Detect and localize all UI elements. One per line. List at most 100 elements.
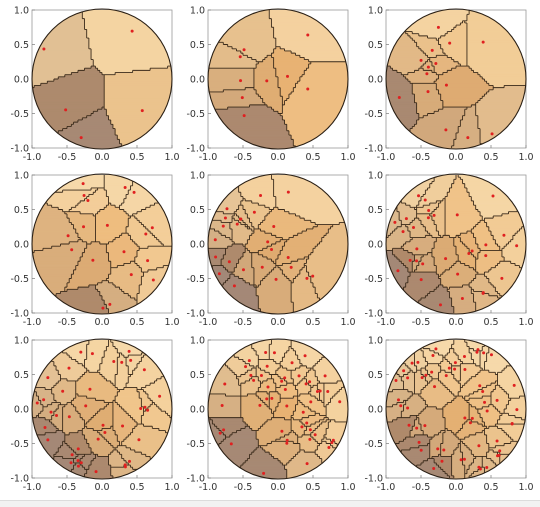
- voronoi-cell-segment: [462, 20, 466, 24]
- voronoi-cell-segment: [77, 378, 107, 382]
- voronoi-cell-segment: [323, 235, 348, 238]
- voronoi-cell-segment: [32, 372, 59, 375]
- voronoi-cell-segment: [40, 400, 57, 403]
- voronoi-cell-segment: [126, 194, 172, 197]
- voronoi-cell-segment: [275, 383, 288, 386]
- voronoi-cell-segment: [208, 237, 231, 241]
- voronoi-cell-segment: [304, 432, 312, 436]
- voronoi-cell-segment: [399, 259, 415, 262]
- voronoi-cell-segment: [386, 55, 428, 58]
- voronoi-cell-segment: [512, 235, 526, 238]
- voronoi-cell-segment: [315, 363, 348, 367]
- voronoi-cell-segment: [104, 400, 114, 403]
- voronoi-cell-segment: [423, 194, 448, 197]
- data-point: [67, 366, 71, 370]
- voronoi-cell-segment: [295, 385, 312, 388]
- voronoi-cell-segment: [225, 252, 244, 256]
- voronoi-cell-segment: [480, 211, 509, 215]
- voronoi-cell-segment: [386, 81, 411, 84]
- voronoi-cell-segment: [486, 91, 526, 95]
- voronoi-cell-segment: [256, 368, 261, 371]
- voronoi-cell-segment: [440, 445, 459, 449]
- voronoi-cell-segment: [321, 304, 348, 307]
- voronoi-cell-segment: [271, 20, 348, 24]
- voronoi-cell-segment: [40, 83, 105, 86]
- voronoi-cell-segment: [456, 66, 470, 69]
- voronoi-cell-segment: [317, 447, 338, 451]
- voronoi-cell-segment: [386, 400, 404, 403]
- voronoi-cell-segment: [256, 91, 281, 95]
- voronoi-cell-segment: [86, 357, 103, 360]
- voronoi-cell-segment: [264, 231, 303, 234]
- voronoi-cell-segment: [240, 402, 266, 406]
- voronoi-cell-segment: [119, 404, 142, 408]
- x-tick-label: -1.0: [377, 482, 396, 493]
- voronoi-cell-segment: [227, 107, 272, 110]
- voronoi-cell-segment: [119, 355, 125, 358]
- voronoi-cell-segment: [262, 424, 292, 427]
- voronoi-cell-segment: [102, 374, 116, 378]
- voronoi-cell-segment: [451, 391, 459, 395]
- voronoi-cell-segment: [440, 449, 455, 453]
- voronoi-cell-segment: [243, 419, 268, 423]
- voronoi-cell-segment: [126, 363, 138, 367]
- voronoi-cell-segment: [53, 363, 83, 367]
- voronoi-cell-segment: [504, 411, 526, 414]
- voronoi-cell-segment: [36, 304, 107, 307]
- data-point: [327, 446, 331, 450]
- voronoi-cell-segment: [386, 53, 426, 56]
- voronoi-cell-segment: [386, 361, 404, 365]
- voronoi-cell-segment: [208, 85, 255, 89]
- voronoi-cell-segment: [464, 471, 468, 475]
- voronoi-cell-segment: [295, 432, 305, 436]
- voronoi-cell-segment: [407, 267, 413, 271]
- voronoi-cell-segment: [386, 465, 418, 468]
- data-point: [96, 437, 100, 441]
- voronoi-cell-segment: [396, 417, 418, 421]
- voronoi-cell-segment: [497, 372, 526, 375]
- voronoi-cell-segment: [460, 441, 463, 444]
- voronoi-cell-segment: [429, 57, 453, 60]
- voronoi-cell-segment: [112, 411, 127, 414]
- voronoi-cell-segment: [245, 224, 248, 228]
- voronoi-cell-segment: [245, 361, 259, 365]
- data-point: [247, 359, 251, 363]
- voronoi-cell-segment: [403, 139, 455, 142]
- voronoi-cell-segment: [273, 183, 348, 187]
- voronoi-cell-segment: [386, 304, 398, 307]
- voronoi-cell-segment: [512, 361, 526, 365]
- voronoi-cell-segment: [438, 205, 446, 208]
- voronoi-cell-segment: [480, 370, 490, 373]
- voronoi-cell-segment: [416, 267, 437, 271]
- voronoi-cell-segment: [240, 389, 259, 393]
- voronoi-cell-segment: [251, 346, 270, 350]
- voronoi-cell-segment: [471, 449, 490, 453]
- voronoi-cell-segment: [310, 387, 318, 390]
- voronoi-cell-segment: [386, 276, 409, 279]
- x-tick-label: 0.0: [94, 152, 109, 163]
- data-point: [485, 465, 489, 469]
- voronoi-cell-segment: [386, 456, 431, 459]
- voronoi-cell-segment: [208, 141, 294, 145]
- voronoi-cell-segment: [212, 218, 233, 221]
- voronoi-cell-segment: [121, 233, 129, 236]
- voronoi-cell-segment: [442, 441, 461, 444]
- voronoi-cell-segment: [405, 203, 420, 206]
- voronoi-cell-segment: [442, 198, 446, 202]
- voronoi-cell-segment: [165, 411, 172, 414]
- voronoi-cell-segment: [469, 378, 498, 382]
- voronoi-cell-segment: [339, 342, 348, 345]
- voronoi-cell-segment: [130, 237, 158, 241]
- voronoi-cell-segment: [221, 430, 237, 434]
- voronoi-cell-segment: [99, 368, 118, 371]
- voronoi-cell-segment: [482, 368, 485, 371]
- voronoi-cell-segment: [460, 385, 463, 388]
- voronoi-cell-segment: [451, 462, 463, 466]
- data-point: [463, 416, 467, 420]
- voronoi-cell-segment: [84, 20, 172, 24]
- voronoi-cell-segment: [73, 269, 112, 273]
- voronoi-cell-segment: [410, 469, 444, 472]
- voronoi-cell-segment: [77, 454, 85, 457]
- voronoi-cell-segment: [269, 16, 348, 20]
- voronoi-cell-segment: [414, 98, 442, 101]
